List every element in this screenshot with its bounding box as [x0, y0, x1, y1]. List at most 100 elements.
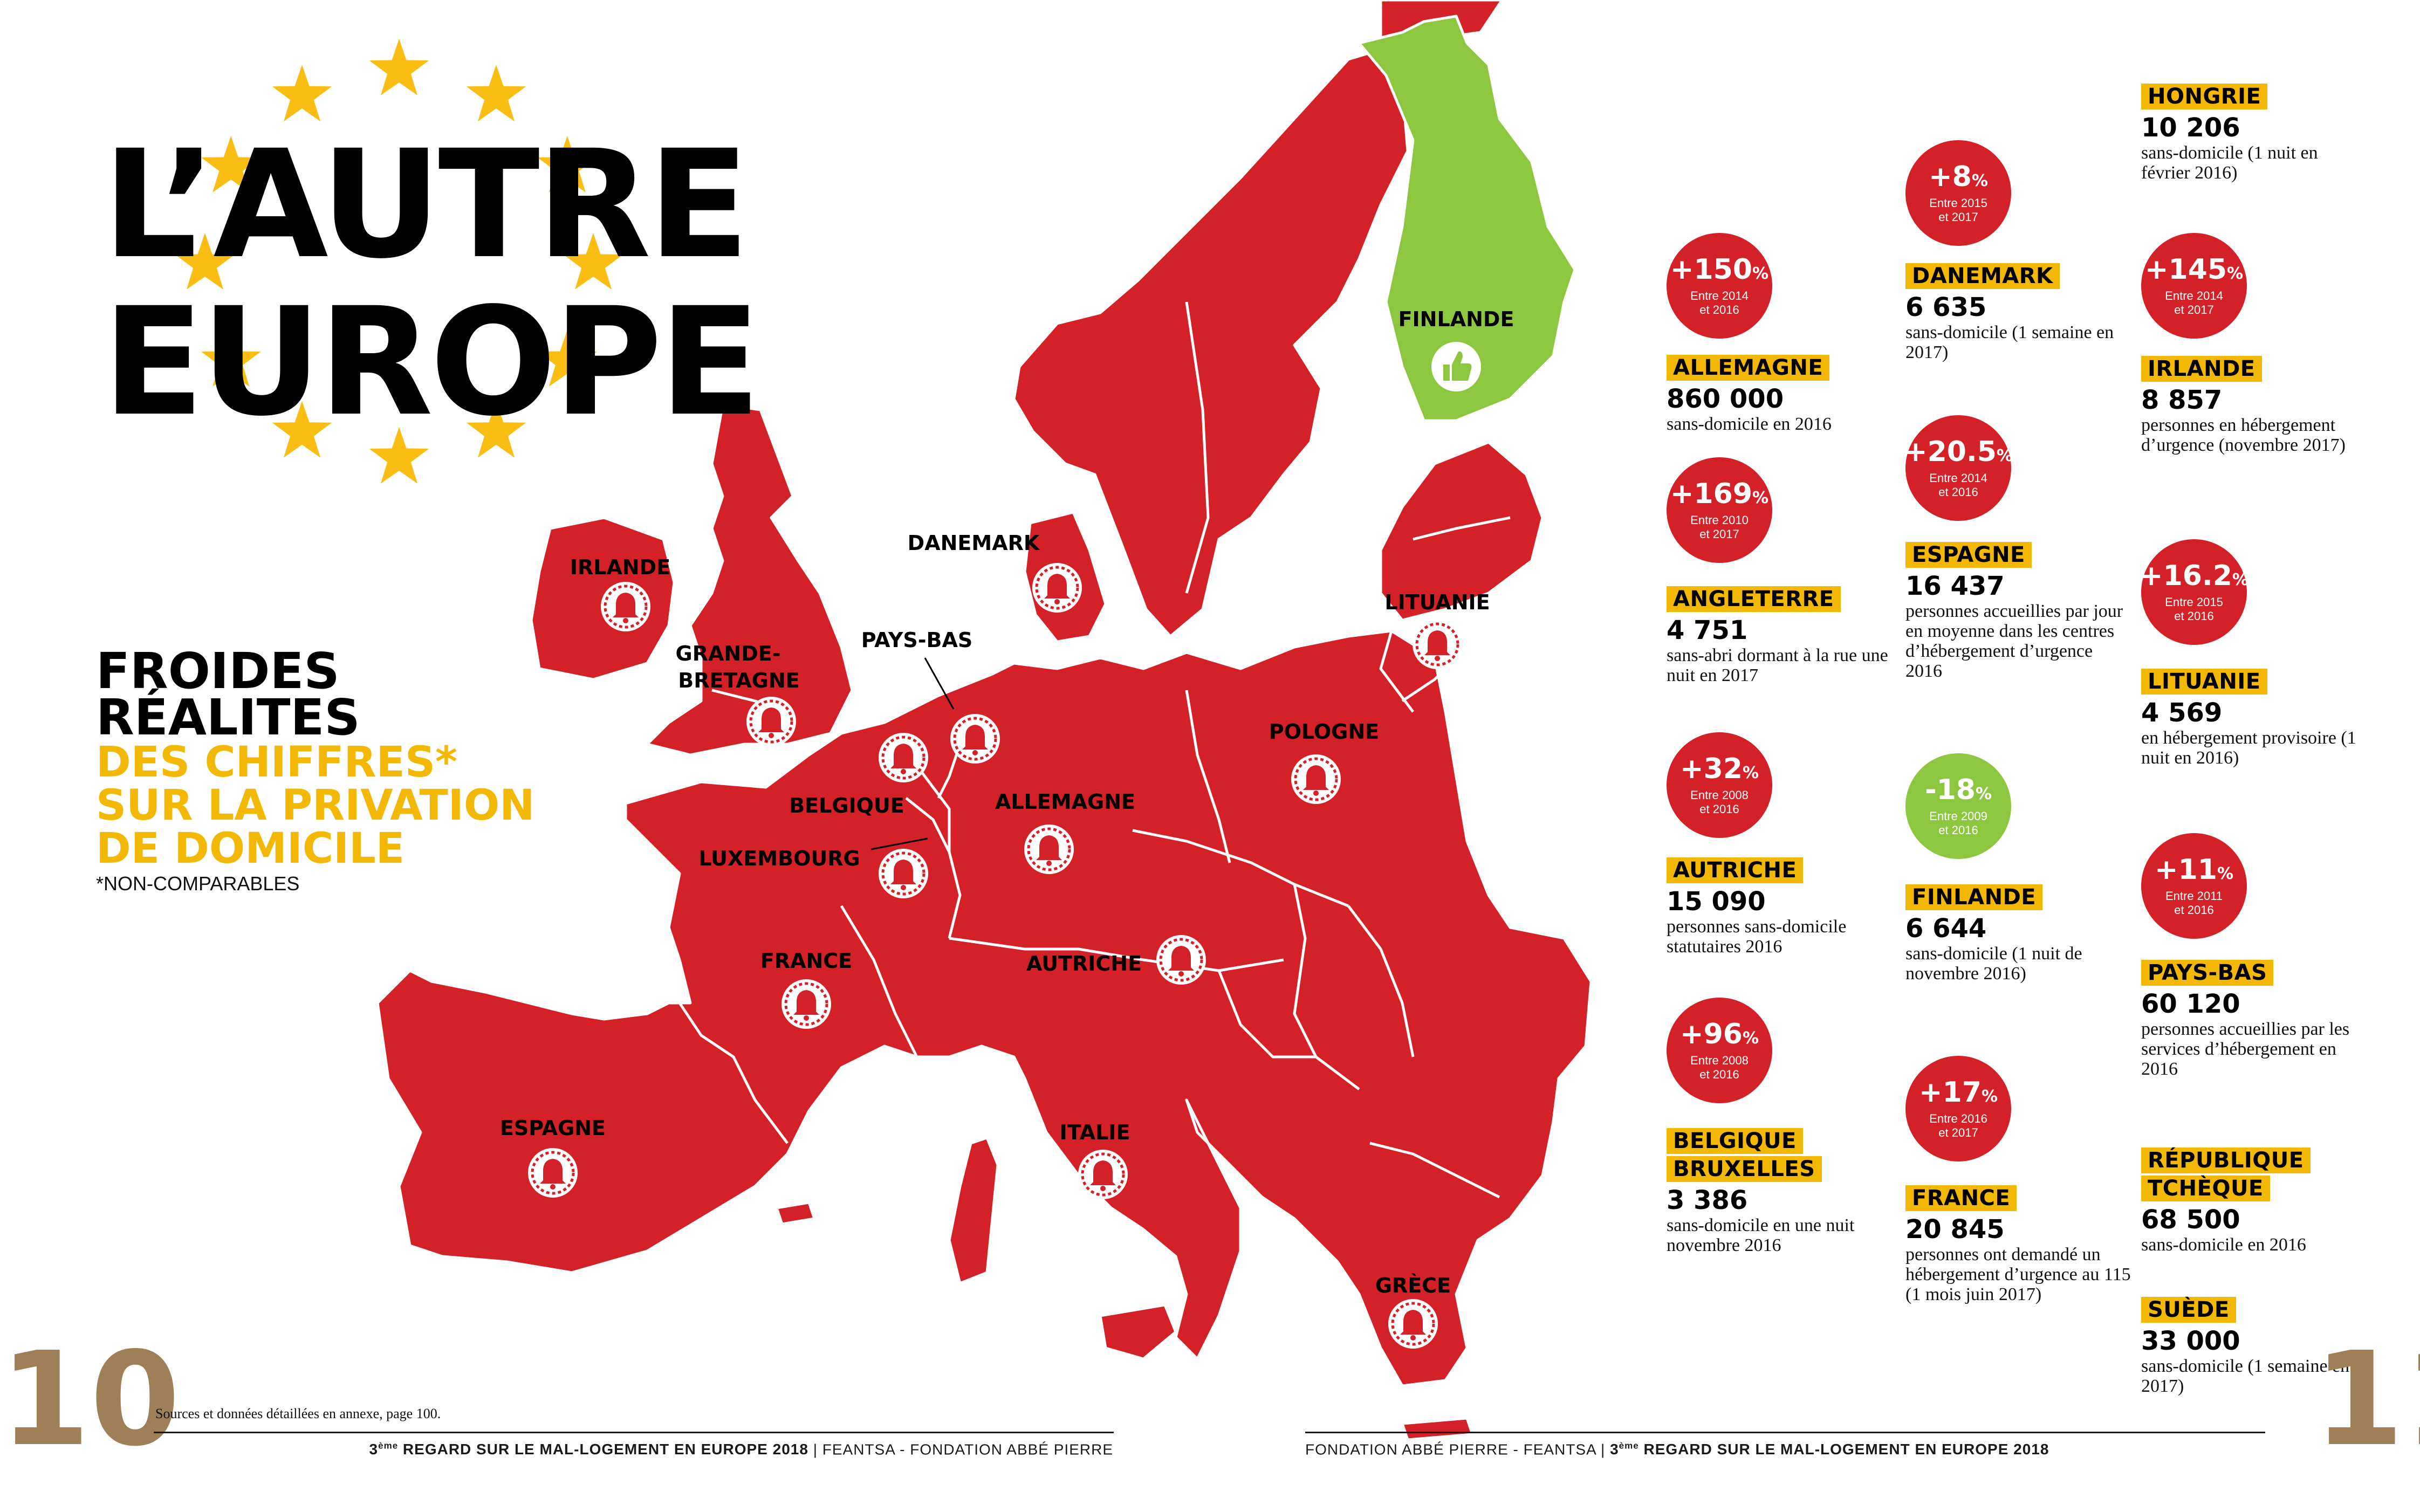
map-label-autriche: AUTRICHE — [1026, 952, 1142, 975]
stat-value: 6 644 — [1905, 913, 1987, 944]
map-sicily — [1099, 1303, 1177, 1360]
bell-alarm-icon — [1078, 1150, 1128, 1199]
pct-period: Entre 2009 et 2016 — [1929, 809, 1987, 837]
stat-country: ESPAGNE — [1905, 542, 2032, 568]
bell-alarm-icon — [1413, 620, 1462, 669]
bell-alarm-icon — [1156, 935, 1206, 985]
pct-circle-pays-bas: +11% Entre 2011 et 2016 — [2141, 833, 2247, 939]
stat-country: BELGIQUE — [1667, 1128, 1803, 1154]
stat-country: IRLANDE — [2141, 356, 2262, 382]
subtitle-line-5: DE DOMICILE — [96, 824, 405, 873]
map-crete — [1401, 1417, 1474, 1441]
pct-sign: % — [2217, 864, 2233, 883]
stat-country: DANEMARK — [1905, 263, 2060, 289]
map-label-grande-bretagne-1: GRANDE- — [675, 642, 781, 665]
pct-circle-autriche: +32% Entre 2008 et 2016 — [1667, 732, 1772, 838]
pct-value: +169 — [1670, 478, 1753, 510]
stat-desc: sans-domicile (1 semaine en 2017) — [1905, 322, 2114, 362]
map-label-luxembourg: LUXEMBOURG — [698, 847, 860, 870]
pct-sign: % — [1742, 1029, 1759, 1048]
eu-star-icon — [466, 65, 526, 122]
stat-desc: personnes ont demandé un hébergement d’u… — [1905, 1245, 2131, 1304]
footer-right: FONDATION ABBÉ PIERRE - FEANTSA | 3ème R… — [1305, 1441, 2049, 1458]
pct-circle-allemagne: +150% Entre 2014 et 2016 — [1667, 233, 1772, 339]
stat-desc: sans-abri dormant à la rue une nuit en 2… — [1667, 645, 1888, 685]
stat-desc: personnes accueillies par jour en moyenn… — [1905, 601, 2123, 681]
map-label-irlande: IRLANDE — [570, 555, 671, 579]
subtitle-note: *NON-COMPARABLES — [96, 872, 300, 895]
stat-danemark: DANEMARK 6 635 sans-domicile (1 semaine … — [1905, 263, 2132, 362]
map-label-belgique: BELGIQUE — [789, 794, 904, 817]
stat-country: RÉPUBLIQUE — [2141, 1147, 2311, 1173]
pct-circle-france: +17% Entre 2016 et 2017 — [1905, 1056, 2011, 1162]
eu-star-icon — [201, 330, 261, 387]
map-label-pologne: POLOGNE — [1269, 720, 1380, 744]
pct-sign: % — [1752, 264, 1769, 283]
stat-value: 68 500 — [2141, 1205, 2240, 1235]
stat-value: 33 000 — [2141, 1326, 2240, 1356]
stat-country: LITUANIE — [2141, 669, 2267, 695]
stat-country: SUÈDE — [2141, 1297, 2236, 1323]
bell-alarm-icon — [781, 979, 831, 1029]
pct-period: Entre 2011 et 2016 — [2165, 889, 2223, 917]
main-title-line-1: L’AUTRE — [102, 119, 750, 292]
pct-period: Entre 2015 et 2017 — [1929, 196, 1987, 224]
stat-irlande: IRLANDE 8 857 personnes en hébergement d… — [2141, 356, 2368, 455]
pct-value: +150 — [1670, 253, 1753, 286]
pct-circle-angleterre: +169% Entre 2010 et 2017 — [1667, 457, 1772, 563]
pct-circle-irlande: +145% Entre 2014 et 2017 — [2141, 233, 2247, 339]
stat-lituanie: LITUANIE 4 569 en hébergement provisoire… — [2141, 669, 2368, 768]
eu-star-icon — [272, 65, 332, 122]
footer-right-num: 3 — [1610, 1441, 1619, 1458]
bell-alarm-icon — [950, 714, 1000, 764]
pct-circle-finlande: -18% Entre 2009 et 2016 — [1905, 753, 2011, 859]
stat-pays-bas: PAYS-BAS 60 120 personnes accueillies pa… — [2141, 960, 2368, 1079]
map-borders — [678, 301, 1511, 1199]
pct-period: Entre 2014 et 2016 — [1929, 471, 1987, 499]
eu-star-icon — [537, 136, 597, 193]
pct-sign: % — [1996, 446, 2013, 465]
eu-star-icon — [563, 233, 623, 290]
map-label-grece: GRÈCE — [1375, 1274, 1451, 1297]
footer-left-bold: REGARD SUR LE MAL-LOGEMENT EN EUROPE 201… — [398, 1441, 808, 1458]
map-label-france: FRANCE — [760, 949, 853, 973]
eu-star-icon — [175, 233, 235, 290]
stat-belgique: BELGIQUE BRUXELLES 3 386 sans-domicile e… — [1667, 1128, 1893, 1255]
stat-espagne: ESPAGNE 16 437 personnes accueillies par… — [1905, 542, 2132, 681]
eu-star-icon — [466, 401, 526, 458]
pct-value: +145 — [2144, 253, 2227, 286]
stat-suede: SUÈDE 33 000 sans-domicile (1 semaine en… — [2141, 1297, 2368, 1396]
stat-allemagne: ALLEMAGNE 860 000 sans-domicile en 2016 — [1667, 355, 1893, 434]
map-norway-sweden — [1012, 0, 1504, 638]
stat-country: ANGLETERRE — [1667, 586, 1841, 612]
page-number-left: 10 — [0, 1324, 180, 1475]
pct-value: +32 — [1680, 753, 1743, 785]
map-label-lituanie: LITUANIE — [1384, 590, 1490, 614]
bell-alarm-icon — [1291, 754, 1341, 804]
map-great-britain — [646, 403, 854, 757]
sources-note: Sources et données détaillées en annexe,… — [155, 1406, 441, 1421]
pct-period: Entre 2008 et 2016 — [1690, 1054, 1749, 1081]
subtitle-line-2: RÉALITES — [96, 689, 360, 746]
map-pointer-lines — [870, 657, 955, 850]
eu-star-icon — [537, 330, 597, 387]
pct-sign: % — [1981, 1087, 1998, 1106]
pct-sign: % — [2227, 264, 2244, 283]
pct-circle-belgique: +96% Entre 2008 et 2016 — [1667, 998, 1772, 1103]
stat-desc: en hébergement provisoire (1 nuit en 201… — [2141, 728, 2356, 768]
eu-star-icon — [369, 39, 429, 95]
pct-circle-danemark: +8% Entre 2015 et 2017 — [1905, 140, 2011, 246]
stat-country: FINLANDE — [1905, 884, 2043, 910]
pct-value: +16.2 — [2140, 560, 2232, 592]
stat-country: FRANCE — [1905, 1185, 2017, 1211]
pct-circle-lituanie: +16.2% Entre 2015 et 2016 — [2140, 539, 2248, 645]
bell-alarm-icon — [528, 1148, 578, 1198]
map-finland — [1358, 15, 1576, 422]
stat-tcheque: RÉPUBLIQUE TCHÈQUE 68 500 sans-domicile … — [2141, 1147, 2368, 1255]
stat-desc: personnes en hébergement d’urgence (nove… — [2141, 415, 2346, 455]
pct-sign: % — [1752, 489, 1769, 507]
stat-value: 20 845 — [1905, 1214, 2005, 1245]
footer-left-num: 3 — [369, 1441, 379, 1458]
eu-stars — [175, 39, 623, 484]
bell-alarm-icon — [879, 849, 928, 898]
